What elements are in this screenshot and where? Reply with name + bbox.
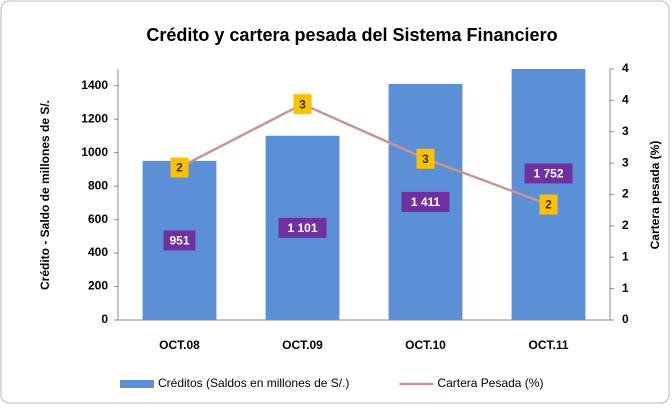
data-label: 3	[299, 97, 306, 111]
x-tick-label: OCT.09	[282, 338, 323, 352]
y-tick-label: 600	[88, 212, 108, 226]
legend-swatch	[120, 380, 154, 388]
data-label-box	[401, 191, 450, 212]
data-label-box	[539, 194, 558, 215]
data-label: 1 411	[411, 195, 441, 209]
legend-label: Cartera Pesada (%)	[437, 376, 543, 390]
y2-tick-label: 2	[622, 187, 629, 201]
y-tick-label: 800	[88, 178, 108, 192]
data-label: 1 752	[533, 167, 563, 181]
data-label: 951	[169, 234, 189, 248]
chart-title: Crédito y cartera pesada del Sistema Fin…	[146, 25, 557, 45]
y-tick-label: 200	[88, 279, 108, 293]
x-tick-label: OCT.11	[528, 338, 568, 352]
data-label-box	[170, 157, 189, 178]
x-tick-label: OCT.10	[405, 338, 446, 352]
y2-tick-label: 1	[622, 249, 629, 263]
y-axis-label: Crédito - Saldo de millones de S/.	[38, 100, 52, 290]
data-label-box	[163, 230, 196, 251]
y2-tick-label: 3	[622, 155, 629, 169]
data-label: 1 101	[287, 221, 317, 235]
y2-tick-label: 4	[622, 93, 629, 107]
data-label: 3	[422, 152, 429, 166]
legend-label: Créditos (Saldos en millones de S/.)	[158, 376, 349, 390]
x-tick-label: OCT.08	[159, 338, 200, 352]
y2-tick-label: 4	[622, 61, 629, 75]
line	[178, 102, 549, 206]
y-tick-label: 1200	[81, 111, 108, 125]
data-label-box	[278, 217, 327, 238]
y-tick-label: 1000	[81, 145, 108, 159]
y2-tick-label: 0	[622, 312, 629, 326]
y-tick-label: 1400	[81, 78, 108, 92]
data-label-box	[524, 163, 573, 184]
y-tick-label: 400	[88, 245, 108, 259]
data-label-box	[293, 94, 312, 115]
y2-tick-label: 1	[622, 281, 629, 295]
y2-tick-label: 3	[622, 124, 629, 138]
data-label: 2	[545, 198, 552, 212]
y-tick-label: 0	[101, 312, 108, 326]
y2-axis-label: Cartera pesada (%)	[648, 141, 662, 250]
y2-tick-label: 2	[622, 218, 629, 232]
data-label-box	[416, 148, 435, 169]
data-label: 2	[176, 161, 183, 175]
